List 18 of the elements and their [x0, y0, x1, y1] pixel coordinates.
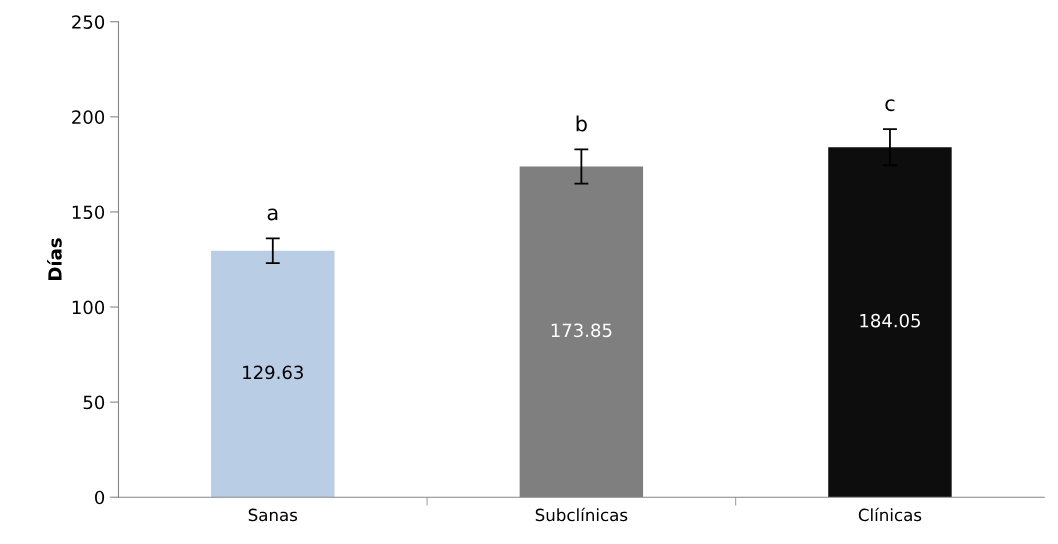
data-label: 173.85: [551, 323, 612, 338]
annotation: b: [576, 115, 587, 132]
data-label: 184.05: [860, 313, 920, 328]
annotation: c: [885, 99, 895, 112]
y-tick-label: 250: [72, 15, 105, 29]
y-tick-label: 0: [95, 490, 105, 505]
x-tick-label: Subclínicas: [535, 507, 628, 522]
annotation: a: [267, 208, 278, 221]
y-tick-label: 100: [72, 300, 105, 315]
data-label: 129.63: [243, 365, 303, 380]
y-tick-label: 200: [72, 110, 105, 124]
x-tick-label: Sanas: [248, 508, 298, 522]
x-tick-label: Clínicas: [858, 507, 922, 522]
y-tick-label: 50: [83, 395, 105, 410]
bar: [828, 147, 952, 498]
y-tick-label: 150: [72, 205, 105, 220]
bar: [211, 250, 335, 498]
y-axis-title: Días: [47, 238, 62, 280]
